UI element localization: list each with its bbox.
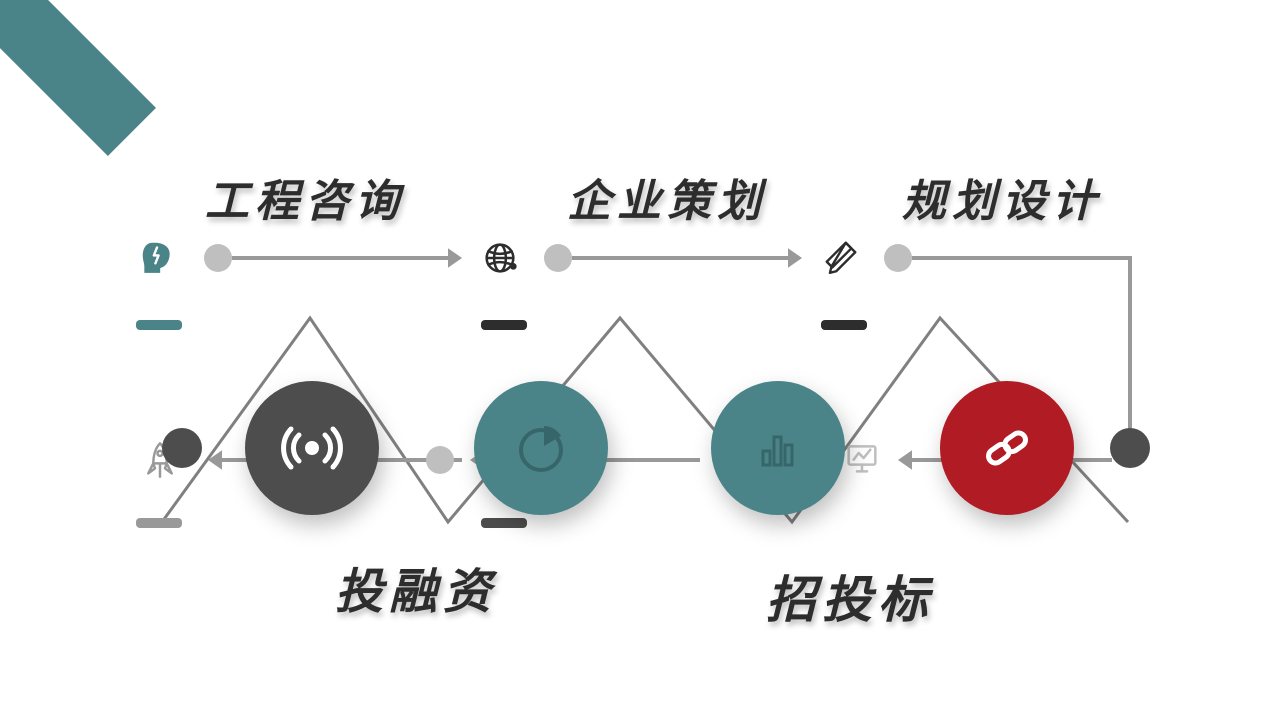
diagram-canvas: 工程咨询 企业策划 规划设计投融资 招投标: [0, 0, 1267, 714]
monitor-icon: [842, 438, 882, 483]
connector-layer: [0, 0, 1267, 714]
heading-top-0: 工程咨询: [205, 165, 405, 229]
end-dot-0: [162, 428, 202, 468]
globe-icon: [480, 238, 520, 283]
bottom-dot-0: [426, 446, 454, 474]
underline-4: [481, 518, 527, 528]
top-dot-0: [204, 244, 232, 272]
underline-1: [481, 320, 527, 330]
broadcast-circle: [245, 381, 379, 515]
underline-3: [136, 518, 182, 528]
underline-0: [136, 320, 182, 330]
ruler-pencil-icon: [822, 238, 860, 281]
pie-circle: [474, 381, 608, 515]
top-dot-1: [544, 244, 572, 272]
heading-top-1: 企业策划: [567, 165, 767, 229]
heading-top-2: 规划设计: [902, 165, 1102, 229]
underline-2: [821, 320, 867, 330]
top-dot-2: [884, 244, 912, 272]
heading-bottom-0: 投融资: [335, 552, 497, 622]
bars-circle: [711, 381, 845, 515]
corner-ribbon: [0, 0, 224, 224]
end-dot-1: [1110, 428, 1150, 468]
chain-circle: [940, 381, 1074, 515]
head-bolt-icon: [138, 238, 176, 281]
heading-bottom-1: 招投标: [766, 560, 934, 632]
